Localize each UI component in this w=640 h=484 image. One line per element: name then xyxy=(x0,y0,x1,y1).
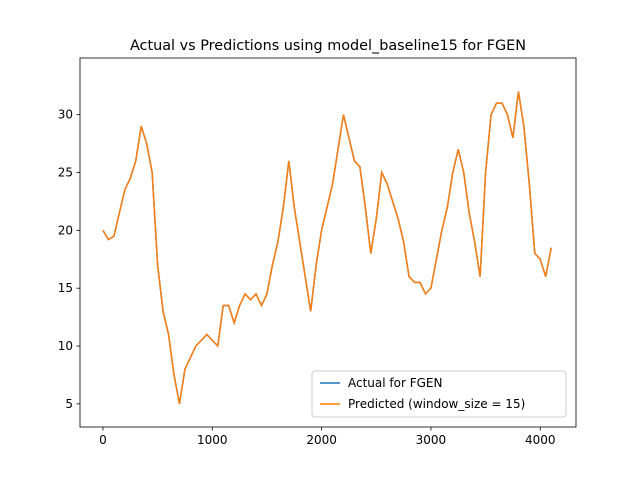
legend-box xyxy=(311,370,567,418)
plot-frame xyxy=(79,57,577,428)
legend-label: Predicted (window_size = 15) xyxy=(348,397,525,411)
y-tick-label: 20 xyxy=(58,223,73,237)
series-line xyxy=(102,91,552,405)
x-tick-label: 0 xyxy=(99,433,107,447)
y-tick-label: 15 xyxy=(58,281,73,295)
y-tick-label: 5 xyxy=(65,397,73,411)
y-tick-label: 10 xyxy=(58,339,73,353)
chart-title: Actual vs Predictions using model_baseli… xyxy=(130,38,526,54)
x-tick-label: 3000 xyxy=(416,433,447,447)
y-tick-label: 30 xyxy=(58,108,73,122)
legend: Actual for FGEN Predicted (window_size = … xyxy=(311,370,567,418)
series-line xyxy=(102,91,552,405)
x-tick-label: 4000 xyxy=(525,433,556,447)
x-tick-label: 2000 xyxy=(306,433,337,447)
y-tick-label: 25 xyxy=(58,166,73,180)
legend-label: Actual for FGEN xyxy=(348,376,442,390)
x-tick-label: 1000 xyxy=(197,433,228,447)
